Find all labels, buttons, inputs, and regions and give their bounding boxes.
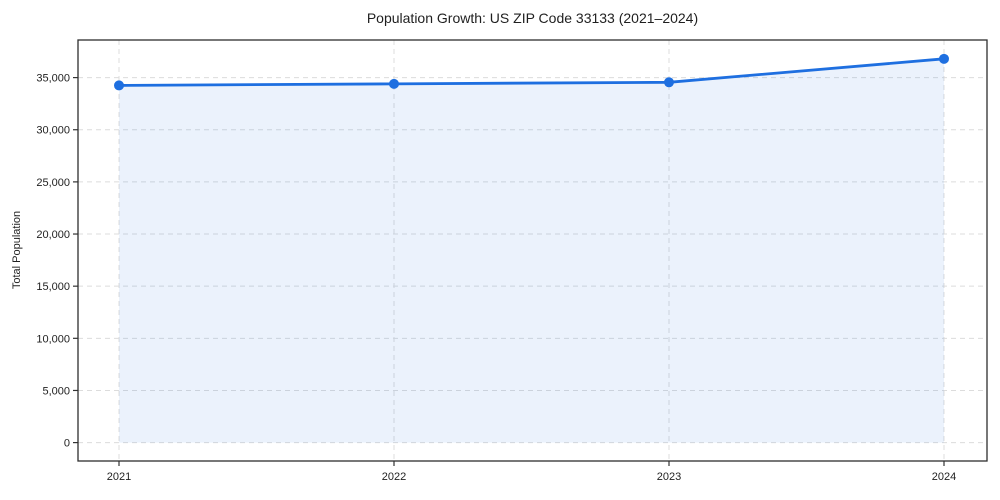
data-point bbox=[389, 78, 399, 89]
y-tick-label: 35,000 bbox=[36, 73, 70, 85]
x-tick-label: 2022 bbox=[382, 471, 406, 483]
x-tick-label: 2021 bbox=[107, 471, 131, 483]
data-point bbox=[114, 80, 124, 91]
axes-frame bbox=[77, 39, 988, 462]
y-tick-label: 15,000 bbox=[36, 281, 70, 293]
x-tick-label: 2023 bbox=[657, 471, 681, 483]
chart-title: Population Growth: US ZIP Code 33133 (20… bbox=[366, 10, 699, 26]
y-tick-label: 30,000 bbox=[36, 125, 70, 137]
trend-line bbox=[117, 57, 946, 87]
y-tick-label: 10,000 bbox=[36, 333, 70, 345]
y-tick-label: 5,000 bbox=[42, 385, 70, 397]
y-tick-label: 20,000 bbox=[36, 229, 70, 241]
data-point bbox=[664, 77, 674, 88]
data-point bbox=[939, 53, 949, 64]
area-fill bbox=[119, 58, 944, 443]
y-tick-label: 0 bbox=[64, 438, 70, 450]
y-tick-label: 25,000 bbox=[36, 177, 70, 189]
x-tick-label: 2024 bbox=[932, 471, 956, 483]
